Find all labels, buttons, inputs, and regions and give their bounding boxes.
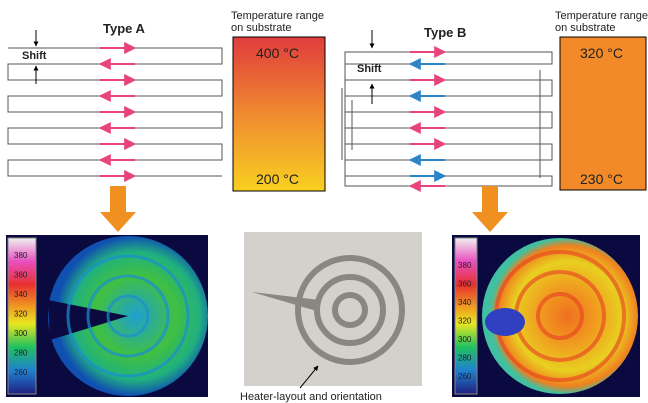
title: Type B	[424, 25, 466, 40]
temp-high: 320 °C	[580, 45, 623, 61]
scale-label: 280	[14, 349, 28, 358]
title: Type A	[103, 21, 146, 36]
scale-label: 360	[14, 271, 28, 280]
temp-high: 400 °C	[256, 45, 299, 61]
range-label: on substrate	[555, 22, 616, 34]
scale-label: 380	[458, 261, 472, 270]
temp-low: 200 °C	[256, 171, 299, 187]
scale-label: 340	[458, 298, 472, 307]
cold-spot	[485, 308, 525, 336]
scale-label: 340	[14, 290, 28, 299]
scale-label: 280	[458, 354, 472, 363]
flow-arrows	[100, 48, 135, 176]
shift-label: Shift	[357, 63, 382, 75]
down-arrow	[472, 186, 508, 232]
range-label: Temperature range	[231, 10, 324, 22]
scale-label: 380	[14, 251, 28, 260]
flow-arrows	[410, 52, 445, 186]
scale-label: 320	[458, 317, 472, 326]
range-label: on substrate	[231, 22, 292, 34]
scale-label: 260	[14, 368, 28, 377]
scale-label: 360	[458, 280, 472, 289]
scale-label: 260	[458, 372, 472, 381]
temp-low: 230 °C	[580, 171, 623, 187]
shift-label: Shift	[22, 50, 47, 62]
down-arrow	[100, 186, 136, 232]
scale-label: 320	[14, 310, 28, 319]
scale-label: 300	[458, 335, 472, 344]
caption: Heater-layout and orientation	[240, 391, 382, 403]
scale-label: 300	[14, 329, 28, 338]
figure: Shift Type A Temperature range on substr…	[0, 0, 648, 403]
range-label: Temperature range	[555, 10, 648, 22]
